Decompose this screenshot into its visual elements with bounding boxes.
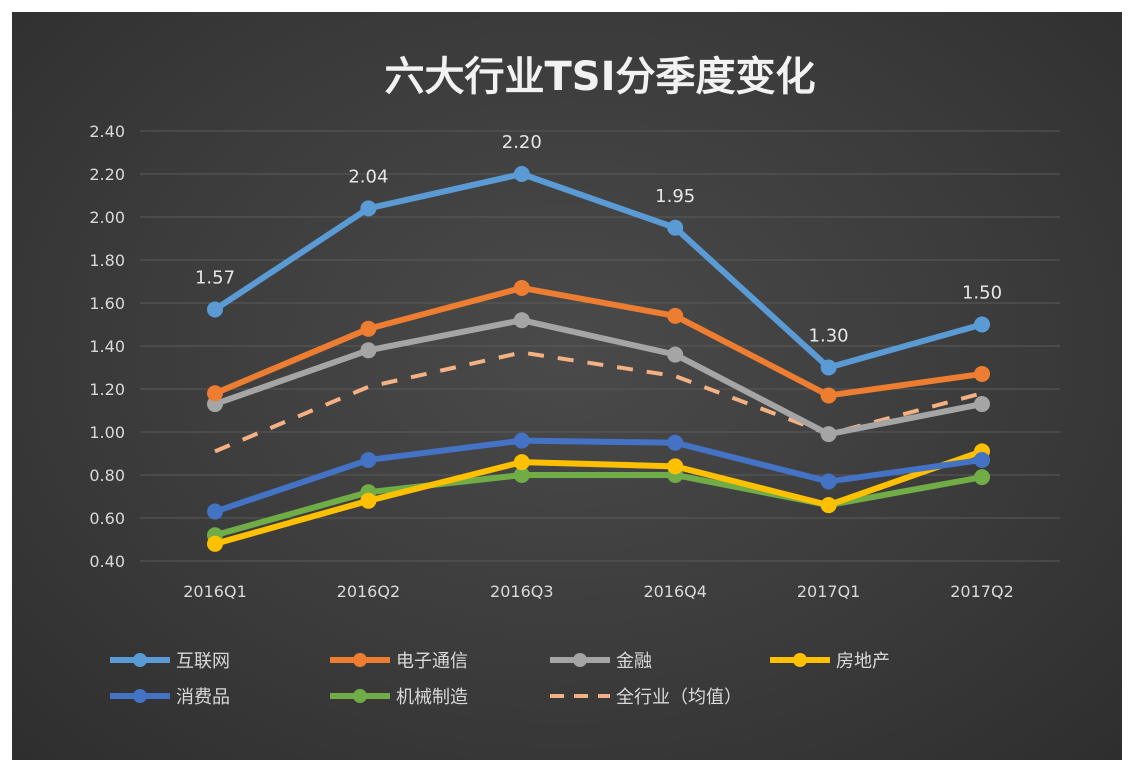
x-tick-label: 2017Q1 bbox=[797, 582, 861, 601]
data-point bbox=[974, 396, 990, 413]
legend-label: 金融 bbox=[616, 651, 652, 672]
legend-item: 全行业（均值） bbox=[550, 687, 742, 708]
data-point bbox=[513, 454, 530, 471]
data-point bbox=[513, 166, 530, 182]
legend-item: 消费品 bbox=[110, 687, 230, 708]
legend-label: 房地产 bbox=[836, 651, 890, 672]
y-tick-label: 1.20 bbox=[89, 380, 125, 399]
data-point bbox=[360, 492, 377, 509]
data-point bbox=[820, 359, 837, 376]
legend-item: 金融 bbox=[550, 651, 652, 672]
x-tick-label: 2016Q2 bbox=[337, 582, 401, 601]
data-point bbox=[513, 312, 530, 329]
data-point bbox=[667, 346, 684, 363]
series-4 bbox=[207, 432, 990, 520]
data-point bbox=[667, 458, 684, 475]
data-point bbox=[207, 301, 223, 318]
data-point bbox=[360, 320, 377, 337]
legend-marker bbox=[573, 653, 587, 667]
y-tick-label: 2.20 bbox=[89, 165, 125, 184]
legend-item: 电子通信 bbox=[330, 651, 468, 672]
data-label: 2.20 bbox=[502, 132, 542, 153]
data-point bbox=[974, 451, 990, 468]
data-label: 1.57 bbox=[195, 267, 235, 288]
chart-panel bbox=[12, 12, 1122, 760]
series-2 bbox=[207, 312, 990, 443]
series-line bbox=[214, 472, 983, 539]
series-line bbox=[214, 350, 983, 454]
legend-item: 机械制造 bbox=[330, 687, 468, 708]
legend-marker bbox=[133, 653, 147, 667]
data-point bbox=[360, 342, 377, 359]
y-tick-label: 1.40 bbox=[89, 337, 125, 356]
x-tick-label: 2016Q4 bbox=[643, 582, 707, 601]
series-6 bbox=[214, 350, 983, 454]
data-point bbox=[974, 469, 990, 486]
legend-marker bbox=[793, 653, 807, 667]
data-point bbox=[820, 426, 837, 443]
data-point bbox=[207, 503, 223, 520]
y-tick-label: 1.00 bbox=[89, 423, 125, 442]
legend-label: 互联网 bbox=[176, 651, 230, 672]
y-tick-label: 0.80 bbox=[89, 466, 125, 485]
x-tick-label: 2017Q2 bbox=[950, 582, 1014, 601]
data-point bbox=[207, 385, 223, 402]
series-line bbox=[214, 437, 983, 515]
legend-label: 消费品 bbox=[176, 687, 230, 708]
x-tick-label: 2016Q1 bbox=[183, 582, 247, 601]
series-line bbox=[213, 171, 983, 371]
y-tick-label: 1.60 bbox=[89, 294, 125, 313]
legend-marker bbox=[133, 689, 147, 703]
data-point bbox=[513, 467, 530, 483]
legend-marker bbox=[353, 653, 367, 667]
legend-item: 房地产 bbox=[770, 651, 890, 672]
legend-label: 全行业（均值） bbox=[616, 687, 742, 708]
legend-label: 机械制造 bbox=[396, 687, 468, 708]
data-label: 1.50 bbox=[962, 283, 1002, 304]
y-tick-label: 2.00 bbox=[89, 208, 125, 227]
data-point bbox=[667, 307, 684, 324]
x-tick-label: 2016Q3 bbox=[490, 582, 554, 601]
y-tick-label: 0.40 bbox=[89, 552, 125, 571]
series-3 bbox=[207, 443, 990, 552]
data-point bbox=[820, 387, 837, 404]
data-point bbox=[360, 451, 377, 468]
data-point bbox=[667, 219, 684, 236]
data-label: 1.30 bbox=[809, 326, 849, 347]
data-point bbox=[820, 473, 837, 490]
y-tick-label: 1.80 bbox=[89, 251, 125, 270]
series-line bbox=[214, 448, 983, 547]
data-label: 2.04 bbox=[348, 166, 388, 187]
series-line bbox=[214, 317, 983, 438]
data-point bbox=[207, 535, 223, 552]
legend-item: 互联网 bbox=[110, 651, 230, 672]
series-1 bbox=[207, 279, 990, 404]
y-tick-label: 2.40 bbox=[89, 122, 125, 141]
data-point bbox=[667, 434, 684, 451]
data-point bbox=[513, 432, 530, 449]
data-point bbox=[513, 279, 530, 296]
chart-title: 六大行业TSI分季度变化 bbox=[385, 54, 816, 100]
data-point bbox=[820, 497, 837, 514]
legend-marker bbox=[353, 689, 367, 703]
series-0: 1.57 2.04 2.20 1.95 1.30 1.50 bbox=[195, 132, 1002, 376]
legend-label: 电子通信 bbox=[396, 651, 468, 672]
data-point bbox=[974, 365, 990, 382]
data-point bbox=[974, 316, 990, 333]
data-label: 1.95 bbox=[655, 186, 695, 207]
series-5 bbox=[207, 467, 990, 544]
data-point bbox=[360, 200, 377, 217]
series-line bbox=[213, 284, 983, 399]
y-tick-label: 0.60 bbox=[89, 509, 125, 528]
